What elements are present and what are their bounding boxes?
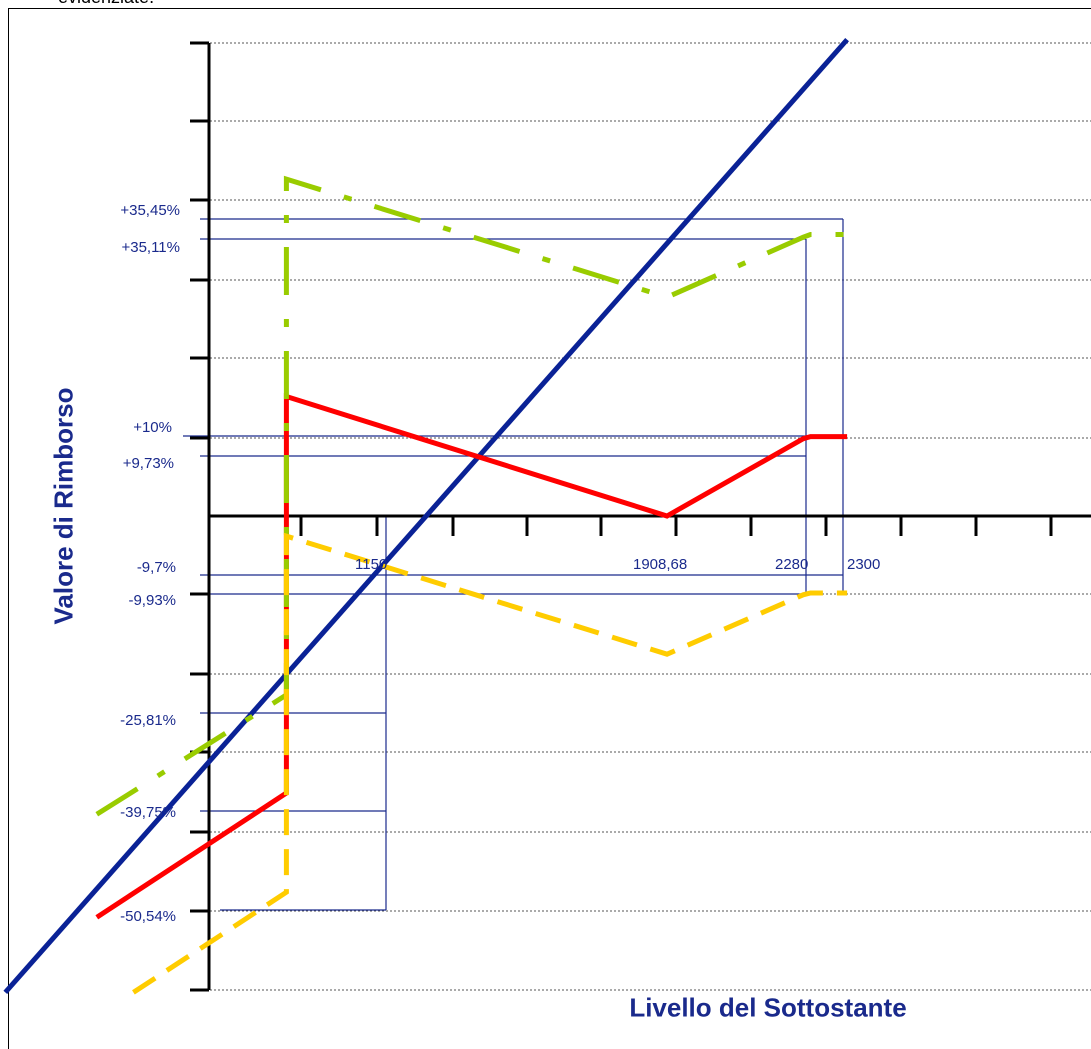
y-axis-label: Valore di Rimborso <box>48 387 79 625</box>
y-annot-9-7: -9,7% <box>137 559 176 576</box>
y-annot-39-75: -39,75% <box>120 804 176 821</box>
annotation-labels: 1150 1908,68 2280 2300 +35,45% +35,11% +… <box>120 202 880 925</box>
y-annot-10: +10% <box>133 419 172 436</box>
y-annot-50-54: -50,54% <box>120 908 176 925</box>
y-annot-35-11: +35,11% <box>121 239 180 256</box>
y-annot-35-45: +35,45% <box>120 202 180 219</box>
x-axis-label: Livello del Sottostante <box>629 992 907 1023</box>
series-line-0 <box>3 37 849 995</box>
chart-frame <box>8 8 1091 1049</box>
y-annot-9-93: -9,93% <box>128 592 176 609</box>
annotation-lines <box>183 218 844 911</box>
x-annot-2300: 2300 <box>847 556 880 573</box>
x-annot-1908: 1908,68 <box>633 556 687 573</box>
axes <box>190 41 1091 992</box>
series <box>3 37 849 995</box>
x-annot-2280: 2280 <box>775 556 808 573</box>
series-line-3 <box>132 532 848 995</box>
x-annot-1150: 1150 <box>355 556 387 573</box>
y-annot-9-73: +9,73% <box>123 455 174 472</box>
y-annot-25-81: -25,81% <box>120 712 176 729</box>
top-cut-text: evidenziate. <box>58 0 154 8</box>
